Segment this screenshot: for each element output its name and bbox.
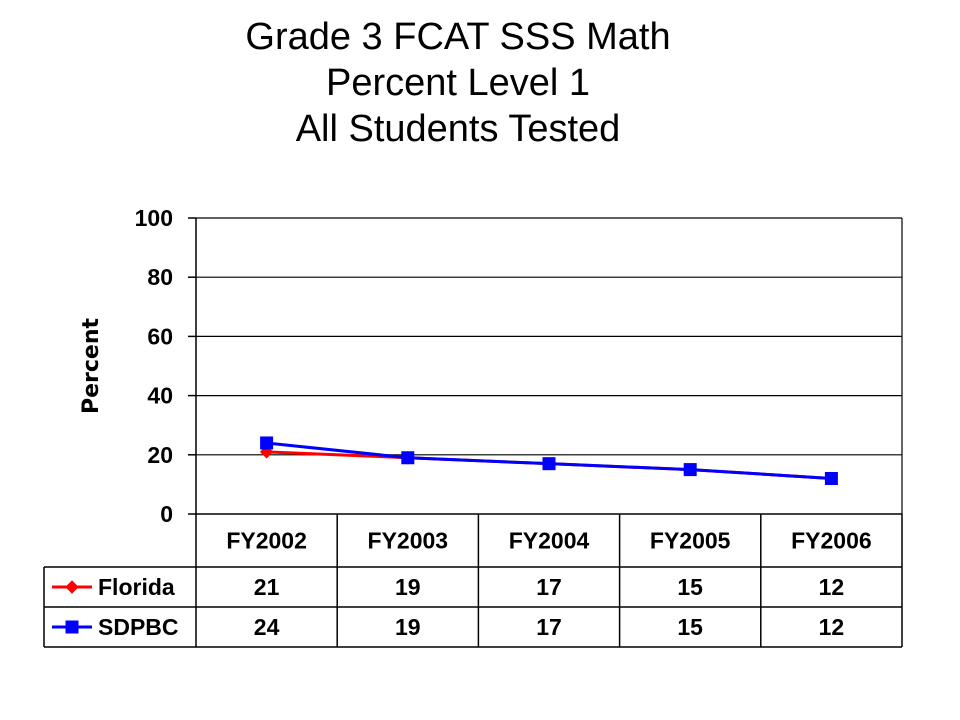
x-category-label: FY2004 [509,528,590,554]
table-value: 12 [819,574,845,600]
table-value: 17 [536,614,562,640]
legend-label: SDPBC [98,614,179,640]
grid-lines [196,217,902,456]
table-value: 19 [395,574,421,600]
y-tick-label: 80 [147,264,173,290]
chart-title: Grade 3 FCAT SSS Math Percent Level 1 Al… [0,14,916,152]
y-tick-label: 60 [147,323,173,349]
x-category-label: FY2002 [226,528,307,554]
y-tick-label: 40 [147,383,173,409]
table-value: 12 [819,614,845,640]
table-value: 19 [395,614,421,640]
axes: 0 20 40 60 80 100 Percent [79,205,903,527]
data-table: FY2002 FY2003 FY2004 FY2005 FY2006 Florida 21 1… [43,513,903,648]
data-series [259,436,839,486]
table-value: 24 [254,614,280,640]
chart-title-line-2: Percent Level 1 [325,62,591,104]
x-category-label: FY2006 [791,528,872,554]
x-category-label: FY2005 [650,528,731,554]
y-tick-label: 0 [160,501,173,527]
x-category-label: FY2003 [368,528,449,554]
table-value: 15 [677,574,703,600]
legend-label: Florida [98,574,175,600]
data-point [683,463,697,477]
data-point [542,457,556,471]
table-value: 17 [536,574,562,600]
data-point [260,436,274,450]
chart-title-line-3: All Students Tested [295,108,621,150]
data-point [401,451,415,465]
y-tick-label: 20 [147,442,173,468]
y-axis-title: Percent [79,318,104,415]
chart-title-line-1: Grade 3 FCAT SSS Math [245,16,671,58]
y-tick-label: 100 [135,205,173,231]
data-point [65,620,79,634]
table-value: 21 [254,574,280,600]
table-value: 15 [677,614,703,640]
data-point [824,471,838,485]
data-point [65,580,79,594]
